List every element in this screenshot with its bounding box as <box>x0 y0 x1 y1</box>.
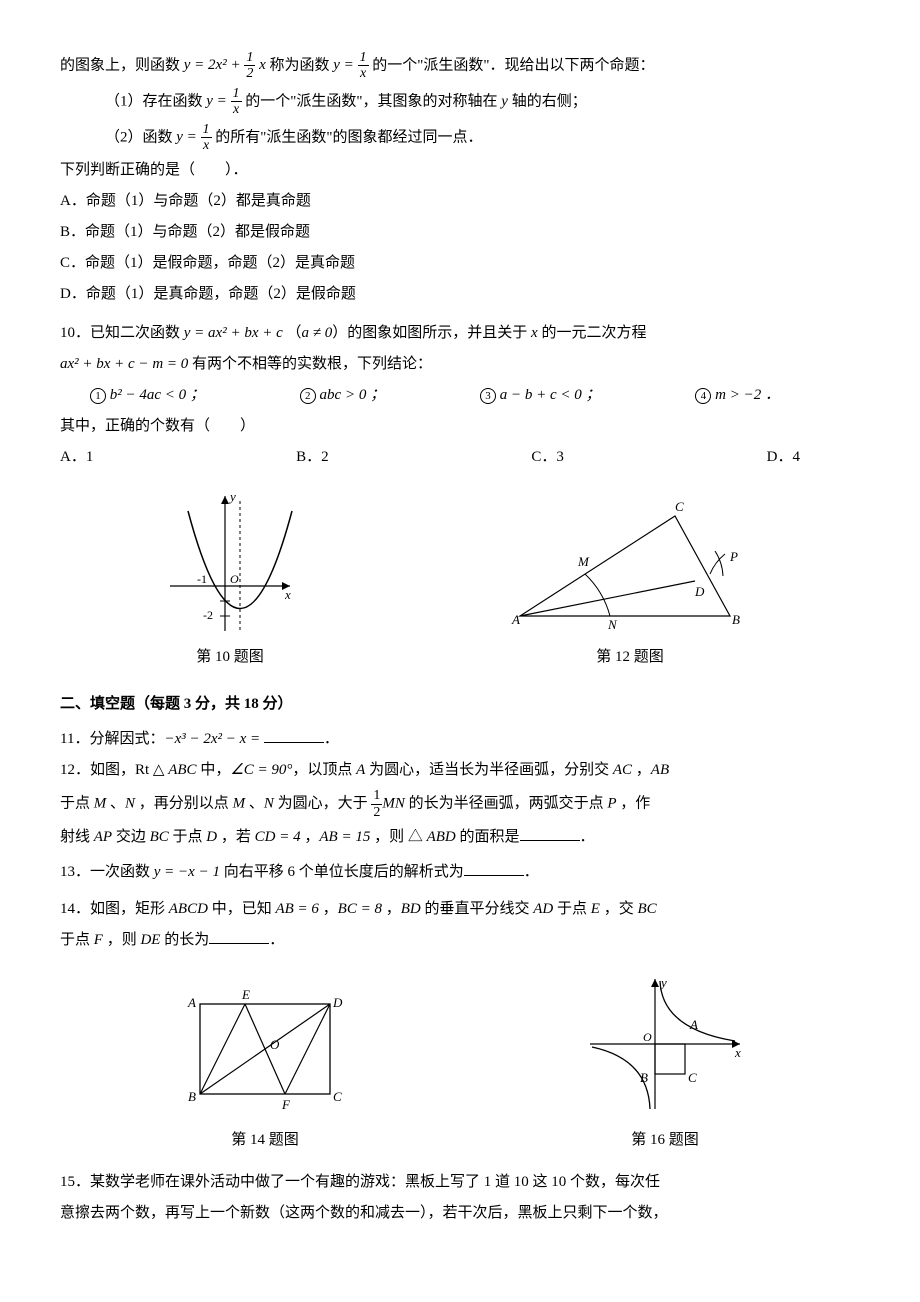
fig12-caption: 第 12 题图 <box>500 644 760 671</box>
svg-text:O: O <box>270 1037 280 1052</box>
fig14-svg: A E D B F C O <box>170 979 360 1119</box>
fig10-block: y x O -1 -2 第 10 题图 <box>160 486 300 671</box>
svg-text:y: y <box>228 489 236 504</box>
q9-optB: B．命题（1）与命题（2）都是假命题 <box>60 219 860 246</box>
svg-text:B: B <box>640 1070 648 1085</box>
svg-text:M: M <box>577 554 590 569</box>
q14-line2: 于点 F ，则 DE 的长为． <box>60 927 860 954</box>
fig16-block: y x O A B C 第 16 题图 <box>580 969 750 1154</box>
svg-text:P: P <box>729 549 738 564</box>
q9-optC: C．命题（1）是假命题，命题（2）是真命题 <box>60 250 860 277</box>
fig10-svg: y x O -1 -2 <box>160 486 300 636</box>
q10-line2: ax² + bx + c − m = 0 有两个不相等的实数根，下列结论： <box>60 351 860 378</box>
svg-text:x: x <box>284 587 291 602</box>
svg-text:-2: -2 <box>203 608 213 622</box>
q10-prompt: 其中，正确的个数有（ ） <box>60 413 860 440</box>
q12-line2: 于点 M 、N ，再分别以点 M 、N 为圆心，大于 12MN 的长为半径画弧，… <box>60 788 860 820</box>
svg-text:F: F <box>281 1097 291 1112</box>
fig10-caption: 第 10 题图 <box>160 644 300 671</box>
q10-choices: A．1 B．2 C．3 D．4 <box>60 444 860 471</box>
svg-text:-1: -1 <box>197 572 207 586</box>
section2-header: 二、填空题（每题 3 分，共 18 分） <box>60 691 860 718</box>
svg-text:A: A <box>187 995 196 1010</box>
q12-line1: 12．如图，Rt △ ABC 中，∠C = 90°，以顶点 A 为圆心，适当长为… <box>60 757 860 784</box>
svg-text:C: C <box>333 1089 342 1104</box>
fig12-block: A B C M N D P 第 12 题图 <box>500 496 760 671</box>
svg-text:E: E <box>241 987 250 1002</box>
q14-line1: 14．如图，矩形 ABCD 中，已知 AB = 6 ，BC = 8 ，BD 的垂… <box>60 896 860 923</box>
fig16-caption: 第 16 题图 <box>580 1127 750 1154</box>
svg-text:x: x <box>734 1045 741 1060</box>
q9-intro: 的图象上，则函数 y = 2x² + 12 x 称为函数 y = 1x 的一个"… <box>60 50 860 82</box>
svg-text:O: O <box>643 1030 652 1044</box>
svg-text:y: y <box>659 975 667 990</box>
q13: 13．一次函数 y = −x − 1 向右平移 6 个单位长度后的解析式为． <box>60 859 860 886</box>
q9-optA: A．命题（1）与命题（2）都是真命题 <box>60 188 860 215</box>
fig14-caption: 第 14 题图 <box>170 1127 360 1154</box>
fig12-svg: A B C M N D P <box>500 496 760 636</box>
q9-prompt: 下列判断正确的是（ ）． <box>60 157 860 184</box>
svg-text:B: B <box>732 612 740 627</box>
q15-line2: 意擦去两个数，再写上一个新数（这两个数的和减去一），若干次后，黑板上只剩下一个数… <box>60 1200 860 1227</box>
fig16-svg: y x O A B C <box>580 969 750 1119</box>
svg-text:D: D <box>332 995 343 1010</box>
q11: 11．分解因式：−x³ − 2x² − x = ． <box>60 726 860 753</box>
q9-stmt2: （2）函数 y = 1x 的所有"派生函数"的图象都经过同一点． <box>60 122 860 154</box>
svg-text:A: A <box>511 612 520 627</box>
svg-text:C: C <box>688 1070 697 1085</box>
q15-line1: 15．某数学老师在课外活动中做了一个有趣的游戏：黑板上写了 1 道 10 这 1… <box>60 1169 860 1196</box>
q9-optD: D．命题（1）是真命题，命题（2）是假命题 <box>60 281 860 308</box>
figures-row-2: A E D B F C O 第 14 题图 y x O A B C 第 16 题… <box>60 969 860 1154</box>
svg-text:D: D <box>694 584 705 599</box>
svg-text:N: N <box>607 617 618 632</box>
svg-text:C: C <box>675 499 684 514</box>
svg-text:A: A <box>689 1017 698 1032</box>
fig14-block: A E D B F C O 第 14 题图 <box>170 979 360 1154</box>
q10-line1: 10．已知二次函数 y = ax² + bx + c （a ≠ 0）的图象如图所… <box>60 320 860 347</box>
q9-stmt1: （1）存在函数 y = 1x 的一个"派生函数"，其图象的对称轴在 y 轴的右侧… <box>60 86 860 118</box>
q10-conditions: 1 b² − 4ac < 0 ； 2 abc > 0 ； 3 a − b + c… <box>60 382 860 409</box>
svg-text:B: B <box>188 1089 196 1104</box>
svg-text:O: O <box>230 572 239 586</box>
q12-line3: 射线 AP 交边 BC 于点 D ，若 CD = 4 ，AB = 15 ，则 △… <box>60 824 860 851</box>
figures-row-1: y x O -1 -2 第 10 题图 A B C M N D P 第 12 题… <box>60 486 860 671</box>
